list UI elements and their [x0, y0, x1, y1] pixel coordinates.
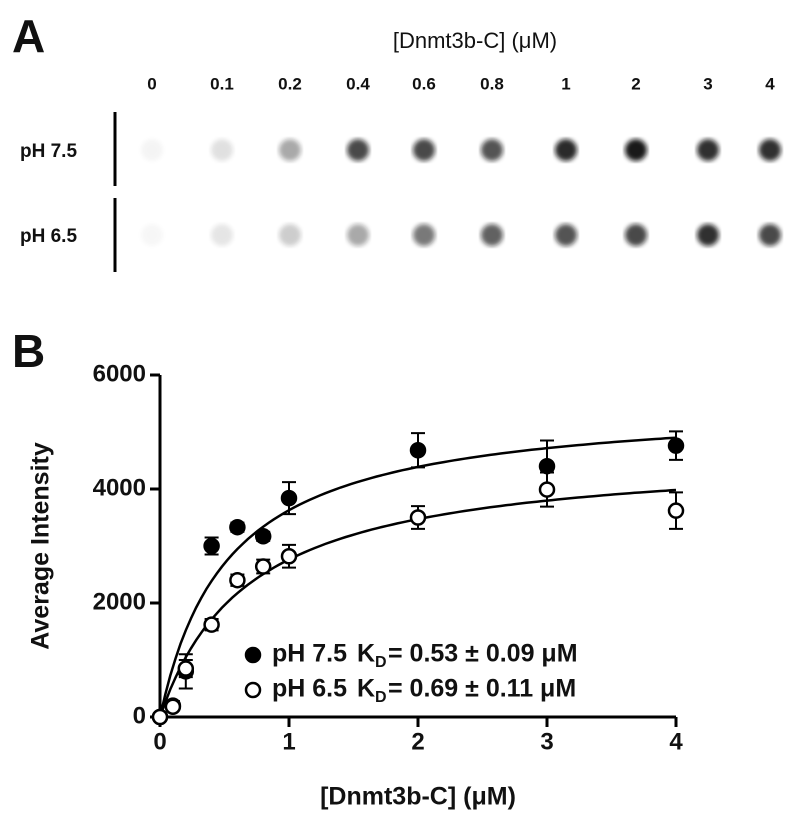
blot-dot [481, 224, 503, 246]
data-point [229, 518, 246, 536]
kd-symbol: K [357, 640, 375, 668]
blot-dot [759, 224, 781, 246]
x-axis-title: [Dnmt3b-C] (μM) [320, 783, 516, 811]
blot-dot [555, 139, 577, 161]
blot-dot [347, 224, 369, 246]
data-point [203, 537, 220, 555]
blot-dot [555, 224, 577, 246]
blot-dot [279, 139, 301, 161]
data-point [409, 441, 427, 459]
blot-dot [759, 139, 781, 161]
concentration-label: 0 [147, 74, 156, 93]
blot-dot [413, 139, 435, 161]
x-tick-label: 0 [153, 728, 166, 755]
blot-dot [625, 139, 647, 161]
data-point [280, 489, 298, 507]
data-point [254, 528, 272, 545]
data-point [177, 660, 195, 677]
kd-label: = 0.53 ± 0.09 μM [388, 640, 578, 668]
data-point [229, 571, 246, 589]
legend-label: pH 6.5 [272, 675, 347, 703]
concentration-label: 2 [631, 74, 640, 93]
concentration-label: 4 [765, 74, 775, 93]
concentration-label: 1 [561, 74, 570, 93]
blot-dot [413, 224, 435, 246]
data-point [254, 558, 272, 575]
blot-dot [211, 224, 233, 246]
concentration-label: 0.2 [278, 74, 302, 93]
concentration-label: 0.6 [412, 74, 436, 93]
data-point [151, 708, 169, 726]
blot-dot [141, 139, 163, 161]
blot-dot [141, 224, 163, 246]
blot-dot [697, 224, 719, 246]
data-point [538, 481, 556, 498]
data-point [667, 437, 685, 454]
panel-label: B [12, 325, 45, 377]
y-tick-label: 2000 [93, 588, 146, 615]
legend-marker [244, 646, 262, 664]
kd-symbol: K [357, 675, 375, 703]
kd-label: = 0.69 ± 0.11 μM [388, 675, 576, 703]
y-axis-title: Average Intensity [27, 442, 55, 650]
kd-subscript: D [375, 689, 387, 706]
blot-dot [347, 139, 369, 161]
concentration-label: 0.4 [346, 74, 370, 93]
data-point [164, 698, 182, 715]
concentration-label: 0.8 [480, 74, 504, 93]
blot-dot [697, 139, 719, 161]
data-point [203, 616, 220, 633]
row-label: pH 6.5 [20, 226, 77, 247]
blot-title: [Dnmt3b-C] (μM) [393, 28, 557, 53]
data-point [409, 509, 427, 526]
legend-label: pH 7.5 [272, 640, 347, 668]
x-tick-label: 1 [282, 728, 295, 755]
y-tick-label: 0 [133, 702, 146, 729]
concentration-label: 0.1 [210, 74, 234, 93]
blot-dot [211, 139, 233, 161]
blot-dot [481, 139, 503, 161]
blot-dot [625, 224, 647, 246]
legend-marker [244, 681, 262, 699]
dot-blot [141, 139, 781, 246]
y-tick-label: 4000 [93, 474, 146, 501]
row-label: pH 7.5 [20, 141, 77, 162]
x-tick-label: 2 [411, 728, 424, 755]
data-point [280, 548, 298, 565]
panel-label: A [12, 10, 45, 62]
blot-dot [279, 224, 301, 246]
data-point [538, 457, 556, 475]
x-tick-label: 3 [540, 728, 553, 755]
concentration-label: 3 [703, 74, 712, 93]
x-tick-label: 4 [669, 728, 683, 755]
data-point [667, 502, 685, 519]
y-tick-label: 6000 [93, 360, 146, 387]
kd-subscript: D [375, 654, 387, 671]
